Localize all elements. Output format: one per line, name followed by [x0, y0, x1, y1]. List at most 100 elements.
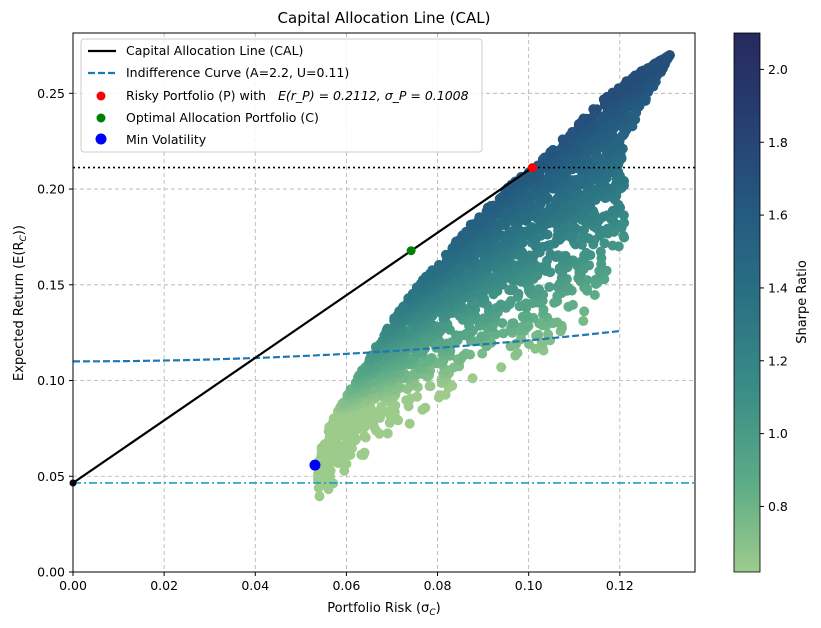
- portfolio-point: [314, 491, 325, 502]
- portfolio-point: [567, 299, 578, 310]
- y-tick-label: 0.15: [37, 277, 65, 292]
- portfolio-point: [553, 250, 564, 261]
- min-volatility-point: [309, 459, 321, 471]
- x-tick-label: 0.08: [424, 578, 452, 593]
- x-tick-label: 0.10: [515, 578, 543, 593]
- portfolio-point: [579, 306, 590, 317]
- risky-portfolio-point: [527, 163, 537, 173]
- highlight-points: [69, 163, 537, 487]
- portfolio-point: [618, 230, 629, 241]
- x-tick-label: 0.12: [606, 578, 634, 593]
- portfolio-point: [405, 393, 416, 404]
- portfolio-point: [584, 260, 595, 271]
- portfolio-point: [595, 246, 606, 257]
- y-tick-label: 0.25: [37, 86, 65, 101]
- x-tick-label: 0.06: [332, 578, 360, 593]
- legend-risky-marker: [96, 91, 106, 101]
- portfolio-point: [588, 104, 599, 115]
- legend-cal-label: Capital Allocation Line (CAL): [126, 43, 303, 58]
- portfolio-point: [567, 127, 578, 137]
- portfolio-point: [521, 298, 532, 309]
- portfolio-point: [482, 202, 493, 213]
- colorbar-label: Sharpe Ratio: [795, 260, 810, 344]
- portfolio-point: [420, 402, 431, 413]
- portfolio-point: [613, 83, 624, 94]
- colorbar-tick-label: 1.2: [768, 353, 788, 368]
- portfolio-point: [382, 323, 393, 334]
- portfolio-point: [434, 259, 444, 270]
- legend-optimal-label: Optimal Allocation Portfolio (C): [126, 110, 319, 125]
- portfolio-point: [424, 381, 435, 392]
- portfolio-point: [519, 320, 530, 331]
- y-tick-label: 0.00: [37, 565, 65, 580]
- x-tick-label: 0.04: [241, 578, 269, 593]
- portfolio-point: [474, 212, 485, 223]
- portfolio-point: [477, 348, 488, 359]
- y-tick-label: 0.10: [37, 373, 65, 388]
- legend-box: [80, 38, 483, 153]
- legend-risky-math: E(r_P) = 0.2112, σ_P = 0.1008: [278, 88, 469, 103]
- colorbar-tick-label: 2.0: [768, 62, 788, 77]
- x-axis-title: Portfolio Risk (σC): [327, 601, 440, 618]
- axis-ticks: 0.00 0.02 0.04 0.06 0.08 0.10 0.12 0.00 0.05 0.10…: [37, 86, 634, 593]
- colorbar-ticks: 0.8 1.0 1.2 1.4 1.6 1.8 2.0: [760, 62, 788, 514]
- portfolio-point: [384, 417, 395, 428]
- portfolio-point: [534, 284, 544, 295]
- legend-indifference-label: Indifference Curve (A=2.2, U=0.11): [126, 65, 349, 80]
- x-tick-label: 0.00: [59, 578, 87, 593]
- scatter-cloud: [311, 50, 675, 502]
- portfolio-point: [476, 331, 487, 342]
- colorbar: 0.8 1.0 1.2 1.4 1.6 1.8 2.0 Sharpe Ratio: [733, 32, 810, 573]
- legend-risky-label: Risky Portfolio (P) with E(r_P) = 0.2112,…: [126, 88, 469, 103]
- x-tick-label: 0.02: [150, 578, 178, 593]
- portfolio-point: [578, 316, 589, 326]
- portfolio-point: [533, 329, 544, 340]
- portfolio-point: [460, 348, 471, 359]
- portfolio-point: [404, 418, 415, 429]
- legend-minvol-marker: [95, 133, 107, 145]
- portfolio-point: [607, 240, 618, 251]
- portfolio-point: [621, 76, 632, 87]
- portfolio-point: [382, 428, 393, 439]
- portfolio-point: [496, 362, 507, 373]
- y-tick-label: 0.05: [37, 469, 65, 484]
- portfolio-point: [497, 318, 508, 329]
- portfolio-point: [451, 236, 462, 247]
- portfolio-point: [544, 282, 555, 292]
- legend-optimal-marker: [96, 113, 106, 123]
- optimal-portfolio-point: [406, 246, 416, 256]
- indifference-curve: [73, 329, 620, 363]
- portfolio-point: [545, 249, 556, 260]
- cal-line: [73, 166, 533, 484]
- colorbar-tick-label: 1.8: [768, 135, 788, 150]
- chart-lines: [73, 166, 695, 484]
- portfolio-point: [581, 247, 592, 258]
- portfolio-point: [548, 144, 558, 155]
- portfolio-point: [461, 226, 472, 237]
- portfolio-point: [598, 211, 609, 222]
- legend: Capital Allocation Line (CAL) Indifferen…: [80, 38, 483, 153]
- portfolio-point: [434, 390, 445, 401]
- colorbar-tick-label: 1.4: [768, 280, 788, 295]
- portfolio-point: [543, 329, 554, 340]
- colorbar-tick-label: 0.8: [768, 499, 788, 514]
- y-tick-label: 0.20: [37, 182, 65, 197]
- portfolio-point: [498, 328, 509, 339]
- y-axis-title: Expected Return (E(RC)): [12, 225, 29, 381]
- portfolio-point: [448, 362, 459, 373]
- portfolio-point: [618, 210, 629, 221]
- portfolio-point: [504, 285, 515, 295]
- portfolio-point: [630, 70, 640, 81]
- portfolio-point: [359, 431, 370, 442]
- portfolio-point: [507, 318, 518, 329]
- portfolio-point: [359, 447, 370, 458]
- portfolio-point: [589, 290, 600, 300]
- portfolio-point: [599, 238, 610, 249]
- chart-title: Capital Allocation Line (CAL): [278, 9, 491, 27]
- legend-minvol-label: Min Volatility: [126, 132, 207, 147]
- portfolio-point: [557, 134, 568, 145]
- portfolio-point: [517, 311, 528, 322]
- colorbar-gradient: [733, 32, 761, 573]
- portfolio-point: [578, 113, 589, 124]
